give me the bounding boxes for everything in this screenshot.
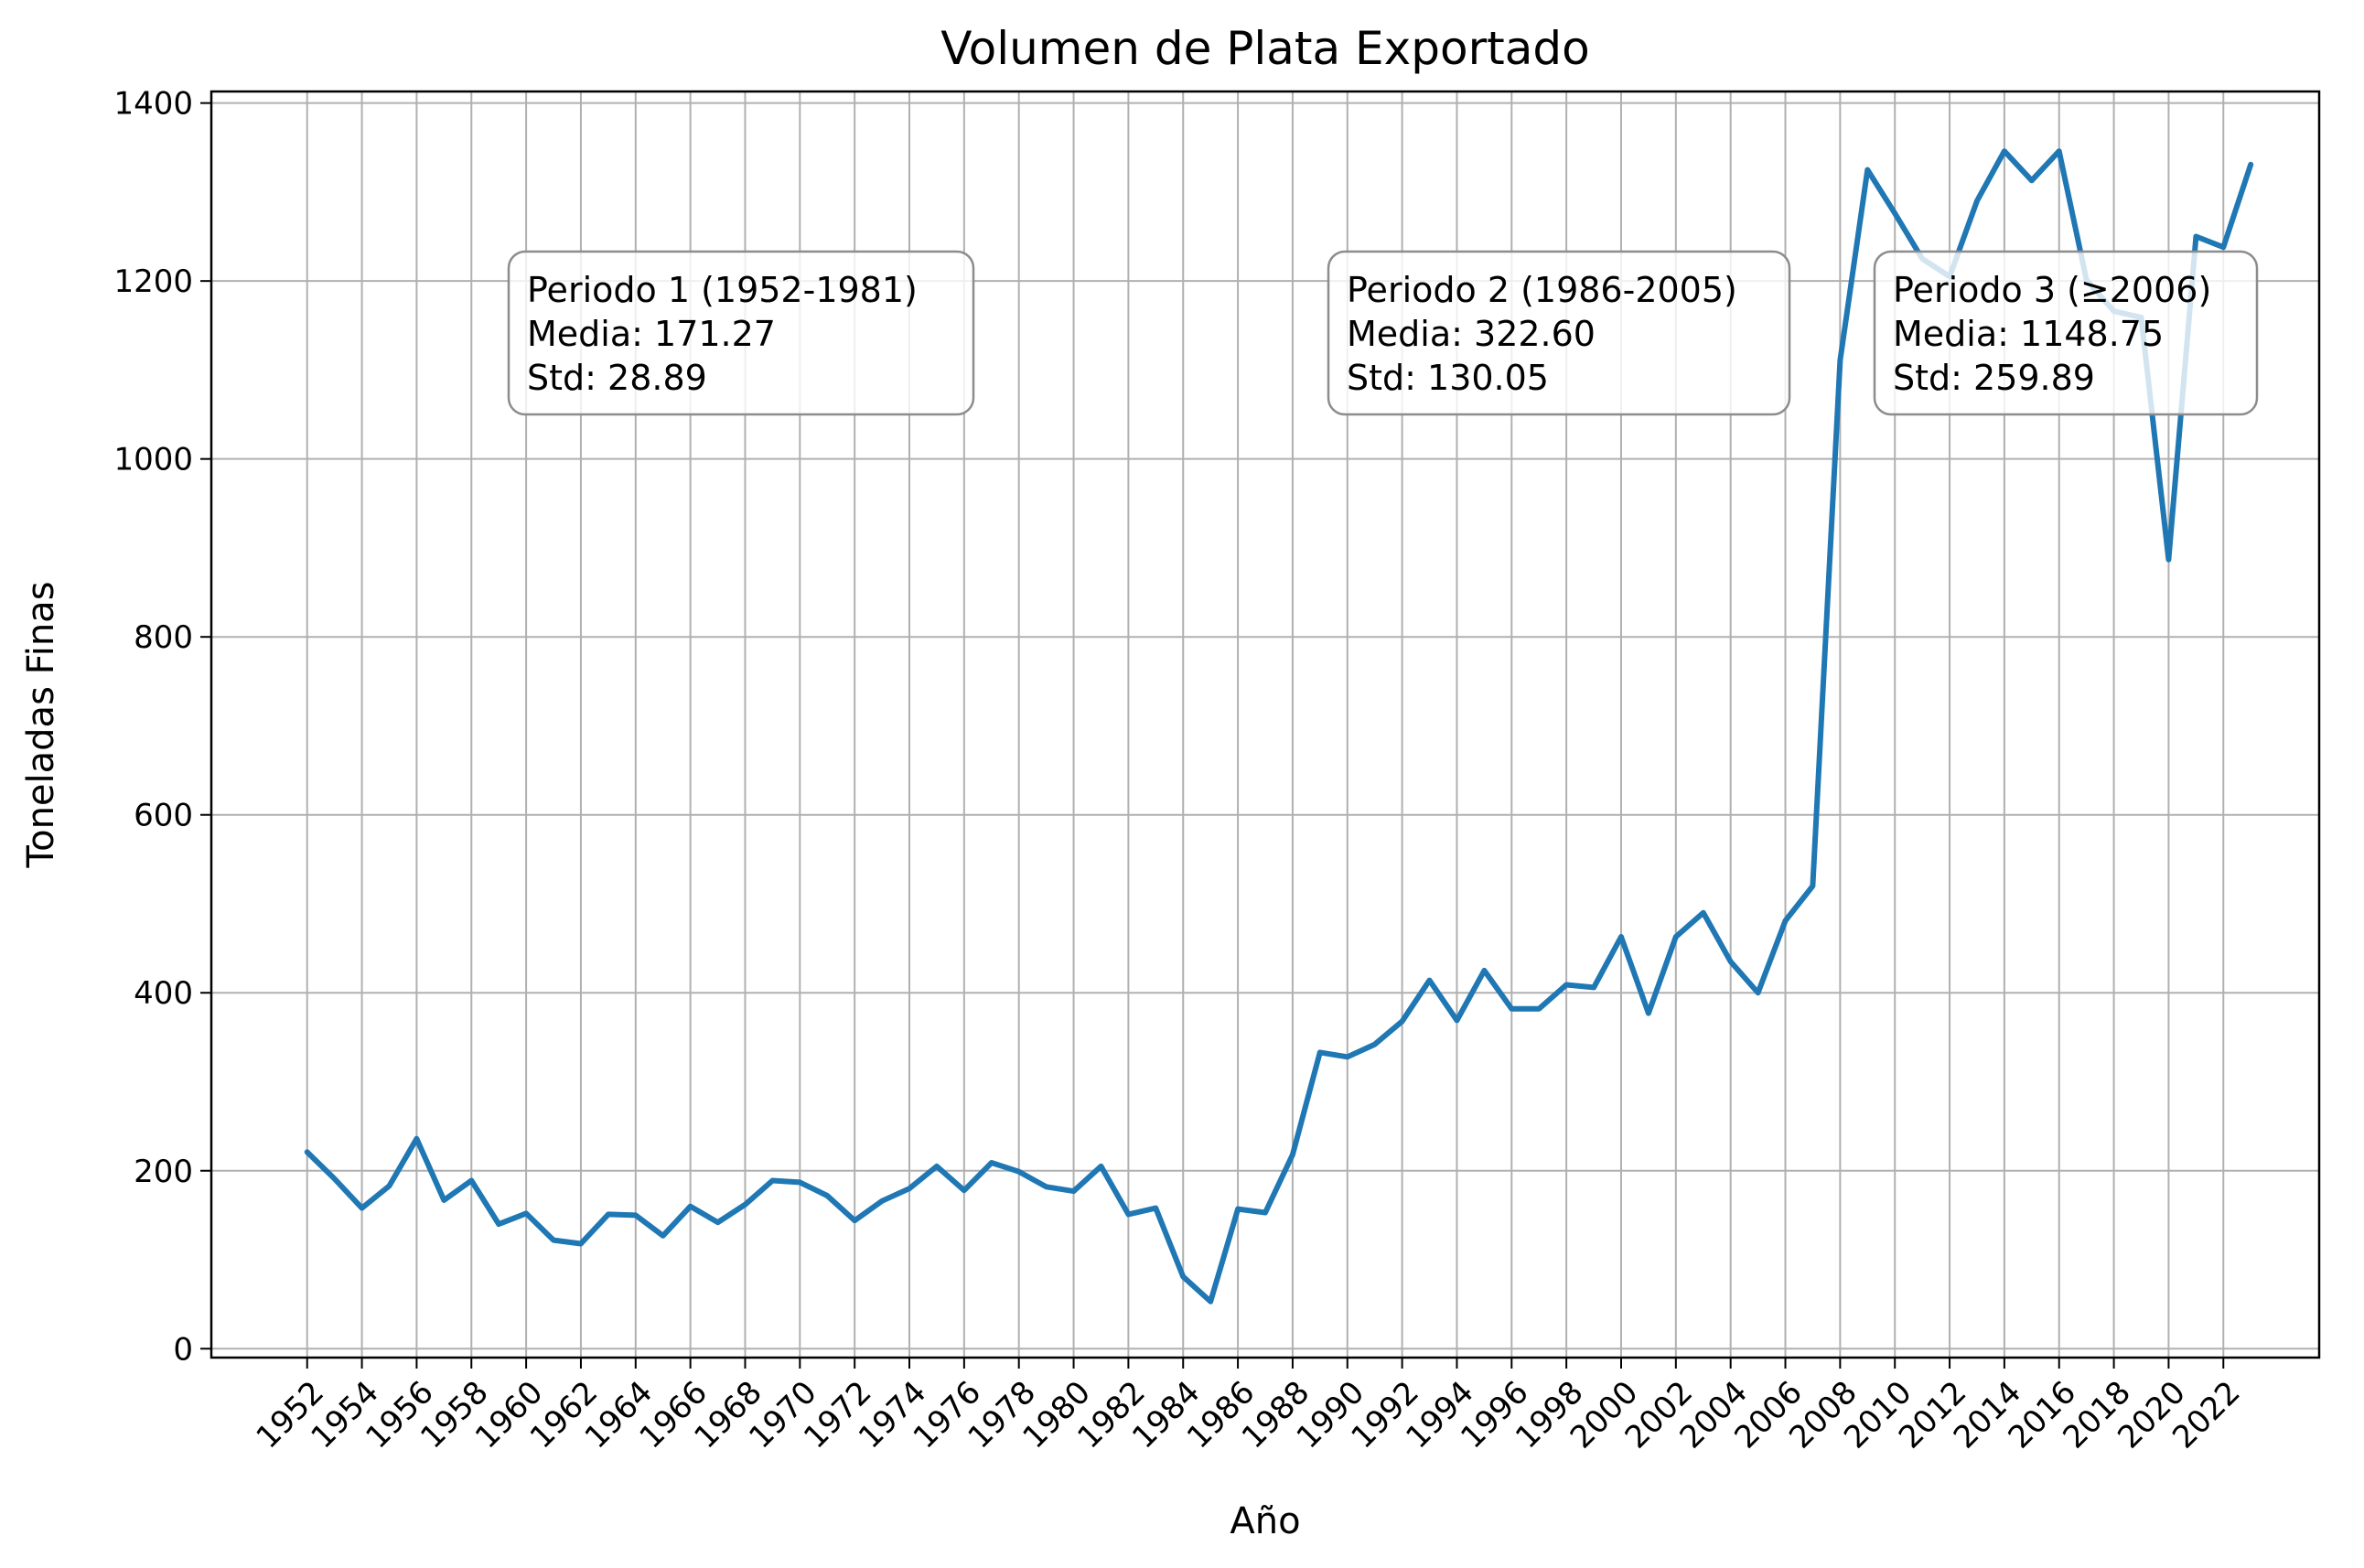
annotation-line: Periodo 1 (1952-1981) — [527, 270, 918, 310]
y-tick-label: 0 — [173, 1331, 193, 1368]
y-tick-label: 600 — [134, 798, 193, 834]
y-tick-label: 200 — [134, 1154, 193, 1190]
annotation-line: Periodo 2 (1986-2005) — [1347, 270, 1737, 310]
annotation-line: Std: 28.89 — [527, 358, 707, 398]
annotation-frame — [507, 250, 975, 416]
y-axis-label: Toneladas Finas — [20, 581, 62, 868]
y-tick-label: 400 — [134, 975, 193, 1012]
annotation-line: Media: 1148.75 — [1893, 314, 2164, 354]
y-tick-label: 1400 — [113, 86, 193, 123]
annotation-line: Media: 171.27 — [527, 314, 776, 354]
plot-frame — [210, 90, 2321, 1359]
x-axis-label: Año — [1230, 1500, 1300, 1542]
annotation-line: Media: 322.60 — [1347, 314, 1596, 354]
annotation-frame — [1327, 250, 1791, 416]
annotation-line: Std: 130.05 — [1347, 358, 1549, 398]
annotation-line: Periodo 3 (≥2006) — [1893, 270, 2211, 310]
chart-title: Volumen de Plata Exportado — [940, 22, 1589, 75]
y-tick-label: 1000 — [113, 442, 193, 478]
annotation-frame — [1873, 250, 2259, 416]
y-axis: 0 200 400 600 800 1000 1200 1400 — [113, 86, 211, 1368]
y-tick-label: 1200 — [113, 263, 193, 300]
annotation-line: Std: 259.89 — [1893, 358, 2095, 398]
y-tick-label: 800 — [134, 619, 193, 656]
